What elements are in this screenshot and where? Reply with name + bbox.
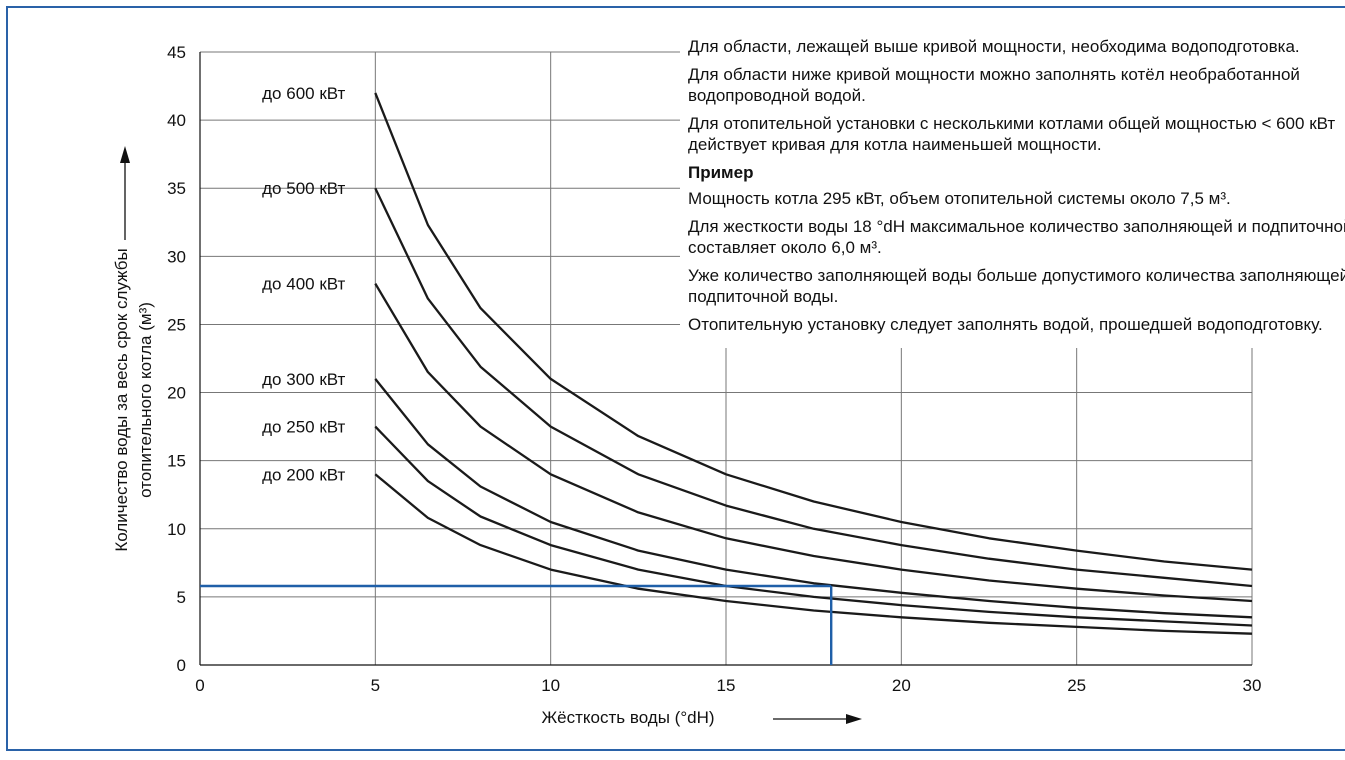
example-recommendation: Отопительную установку следует заполнять… — [688, 315, 1323, 334]
y-tick-label: 20 — [167, 384, 186, 403]
x-tick-label: 5 — [371, 676, 380, 695]
x-axis-arrow-head — [846, 714, 862, 724]
example-hardness: Для жесткости воды 18 °dH максимальное к… — [688, 217, 1345, 257]
series-label: до 500 кВт — [262, 179, 345, 198]
series-curve — [374, 425, 1253, 627]
x-tick-label: 30 — [1243, 676, 1262, 695]
y-tick-label: 15 — [167, 452, 186, 471]
x-tick-label: 20 — [892, 676, 911, 695]
series-curve — [374, 187, 1253, 588]
y-tick-label: 30 — [167, 247, 186, 266]
y-axis-label-line1: Количество воды за весь срок службы — [112, 248, 131, 552]
notes-panel: Для области, лежащей выше кривой мощност… — [680, 36, 1345, 348]
example-conclusion: Уже количество заполняющей воды больше д… — [688, 266, 1345, 306]
x-tick-label: 0 — [195, 676, 204, 695]
series-curve — [374, 283, 1253, 603]
x-axis-label: Жёсткость воды (°dH) — [541, 708, 714, 727]
y-tick-label: 0 — [177, 656, 186, 675]
y-tick-label: 5 — [177, 588, 186, 607]
example-boiler: Мощность котла 295 кВт, объем отопительн… — [688, 189, 1231, 208]
note-above-curve: Для области, лежащей выше кривой мощност… — [688, 37, 1300, 56]
note-below-curve: Для области ниже кривой мощности можно з… — [688, 65, 1300, 105]
series-curve — [374, 473, 1253, 635]
series-label: до 300 кВт — [262, 370, 345, 389]
figure-frame — [6, 6, 1345, 751]
x-tick-label: 10 — [541, 676, 560, 695]
example-heading: Пример — [688, 163, 754, 182]
series-label: до 400 кВт — [262, 275, 345, 294]
series-curve — [374, 92, 1253, 571]
series-label: до 250 кВт — [262, 418, 345, 437]
y-tick-label: 40 — [167, 111, 186, 130]
x-tick-label: 15 — [717, 676, 736, 695]
y-tick-label: 10 — [167, 520, 186, 539]
y-axis-label-line2: отопительного котла (м³) — [136, 302, 155, 498]
y-tick-label: 45 — [167, 43, 186, 62]
y-tick-label: 25 — [167, 315, 186, 334]
y-axis-arrow-head — [120, 146, 130, 163]
y-tick-label: 35 — [167, 179, 186, 198]
series-curve — [374, 378, 1253, 619]
series-label: до 200 кВт — [262, 465, 345, 484]
note-multiple-boilers: Для отопительной установки с несколькими… — [688, 114, 1336, 154]
x-tick-label: 25 — [1067, 676, 1086, 695]
series-label: до 600 кВт — [262, 84, 345, 103]
